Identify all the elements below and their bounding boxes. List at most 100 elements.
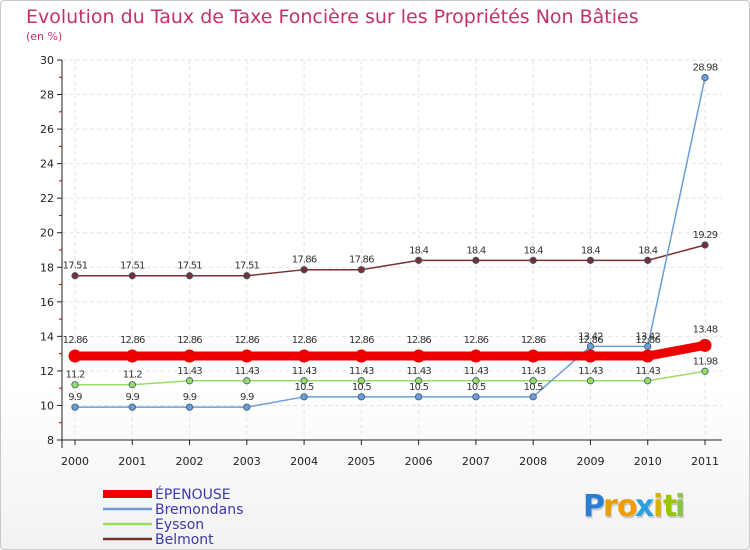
logo-letter-shadow: i [654,491,664,526]
data-label: 18.4 [638,245,658,256]
data-label: 11.43 [177,366,202,377]
data-point [701,74,709,82]
data-label: 9.9 [240,392,254,403]
data-label: 10.5 [466,382,486,393]
logo-letter-shadow: x [636,491,655,526]
data-point [68,349,82,363]
data-point [529,256,537,264]
data-point [300,266,308,274]
data-point [354,349,368,363]
y-tick-label: 20 [40,227,54,240]
data-point [644,256,652,264]
data-point [583,349,597,363]
data-point [71,272,79,280]
data-label: 19.29 [693,230,718,241]
data-label: 10.5 [409,382,429,393]
axes: 8 10 12 14 16 18 20 22 24 26 28 30 2000 2001 2002 2003 2… [40,54,722,468]
y-tick-label: 24 [40,158,54,171]
data-point [472,256,480,264]
data-point [529,393,537,401]
x-tick-label: 2002 [176,455,204,468]
logo-letter: P [583,489,605,524]
data-point [240,349,254,363]
x-tick-label: 2010 [634,455,662,468]
data-label: 11.43 [292,366,317,377]
data-label: 17.86 [349,255,374,266]
data-point [415,256,423,264]
y-tick-label: 22 [40,192,54,205]
legend-label: Eysson [155,517,204,533]
data-label: 11.43 [635,366,660,377]
data-labels: 12.86 12.86 12.86 12.86 12.86 12.86 12.86 12.86… [63,63,719,404]
logo-letter-shadow: t [664,491,678,526]
logo-letter: t [663,489,677,524]
data-point [698,338,712,352]
chart-title: Evolution du Taux de Taxe Foncière sur l… [26,6,639,28]
x-tick-label: 2009 [576,455,604,468]
x-tick-label: 2001 [118,455,146,468]
data-point [128,272,136,280]
data-label: 12.86 [406,335,431,346]
data-point [412,349,426,363]
logo-letter-shadow: o [618,491,639,526]
chart-unit: (en %) [26,30,62,43]
data-point [300,377,308,385]
data-label: 17.51 [177,261,202,272]
data-label: 11.43 [464,366,489,377]
logo-letter: i [675,489,685,524]
data-label: 11.43 [521,366,546,377]
x-tick-label: 2008 [519,455,547,468]
data-point [297,349,311,363]
y-tick-label: 10 [40,399,54,412]
x-tick-label: 2003 [233,455,261,468]
logo-letter: i [653,489,663,524]
data-label: 10.5 [295,382,315,393]
data-label: 12.86 [63,335,88,346]
data-point [586,377,595,385]
y-tick-label: 30 [40,54,54,67]
data-label: 12.86 [464,335,489,346]
data-point [185,377,194,385]
logo-letter-shadow: P [584,491,606,526]
data-label: 9.9 [68,392,82,403]
data-label: 17.51 [234,261,259,272]
data-label: 11.2 [65,370,85,381]
data-point [586,256,595,264]
data-point [529,377,537,385]
logo-letter: x [635,489,654,524]
data-point [469,349,483,363]
data-label: 12.86 [292,335,317,346]
data-label: 12.86 [349,335,374,346]
x-tick-label: 2005 [347,455,375,468]
x-tick-label: 2004 [290,455,318,468]
data-label: 11.98 [693,356,718,367]
data-point [415,377,423,385]
series-line-bremondans [74,76,706,408]
logo-letter: r [603,489,618,524]
series-line-épenouse [70,340,710,361]
y-tick-label: 18 [40,261,54,274]
data-label: 13.42 [635,331,660,342]
data-label: 12.86 [120,335,145,346]
data-point [472,377,480,385]
data-label: 18.4 [409,245,429,256]
data-point [243,377,251,385]
data-label: 11.43 [349,366,374,377]
data-point [128,381,136,389]
x-tick-label: 2006 [405,455,433,468]
series-line-belmont [74,244,706,277]
data-point [701,367,709,375]
data-label: 11.2 [123,370,143,381]
legend-label: Belmont [155,532,214,548]
data-label: 10.5 [352,382,372,393]
data-point [357,377,365,385]
data-label: 17.51 [63,261,88,272]
data-point [243,403,251,411]
data-point [701,241,709,249]
data-label: 18.4 [581,245,601,256]
y-tick-label: 28 [40,89,54,102]
y-tick-label: 12 [40,365,54,378]
